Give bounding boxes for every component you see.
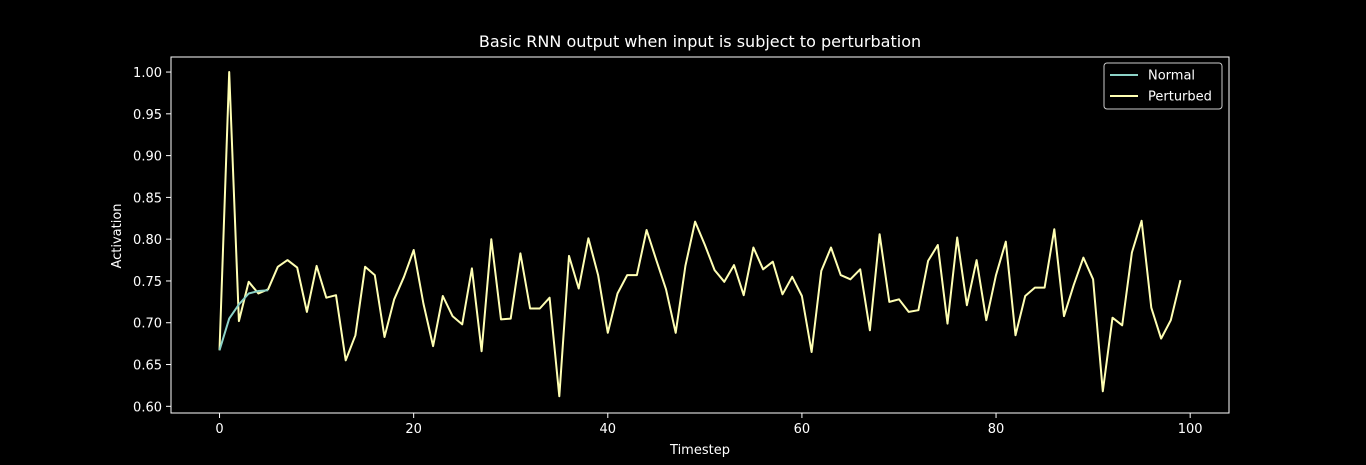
x-axis-label: Timestep: [669, 443, 730, 458]
y-tick-label: 0.85: [133, 191, 162, 206]
series-line-perturbed: [218, 71, 1182, 398]
x-tick-label: 80: [988, 422, 1005, 437]
y-tick-label: 0.60: [133, 400, 162, 415]
x-axis: 0 20 40 60 80 100: [215, 413, 1203, 437]
x-tick-label: 0: [215, 422, 223, 437]
y-tick-label: 0.65: [133, 359, 162, 374]
x-tick-label: 100: [1178, 422, 1203, 437]
y-tick-label: 0.70: [133, 317, 162, 332]
y-tick-label: 0.75: [133, 275, 162, 290]
y-tick-label: 0.80: [133, 233, 162, 248]
series-group: [218, 71, 1182, 398]
x-tick-label: 20: [405, 422, 422, 437]
legend-label: Normal: [1148, 69, 1195, 84]
legend-label: Perturbed: [1148, 90, 1212, 105]
y-tick-label: 0.90: [133, 150, 162, 165]
legend: Normal Perturbed: [1103, 62, 1223, 110]
y-axis: 0.60 0.65 0.70 0.75 0.80 0.85 0.90 0.95 1.00: [133, 66, 171, 415]
x-tick-label: 60: [794, 422, 811, 437]
x-tick-label: 40: [600, 422, 617, 437]
y-tick-label: 1.00: [133, 66, 162, 81]
chart-title: Basic RNN output when input is subject t…: [479, 32, 921, 51]
series-line-normal: [218, 289, 269, 351]
y-axis-label: Activation: [110, 203, 125, 268]
plot-frame: [170, 56, 1230, 414]
y-tick-label: 0.95: [133, 108, 162, 123]
